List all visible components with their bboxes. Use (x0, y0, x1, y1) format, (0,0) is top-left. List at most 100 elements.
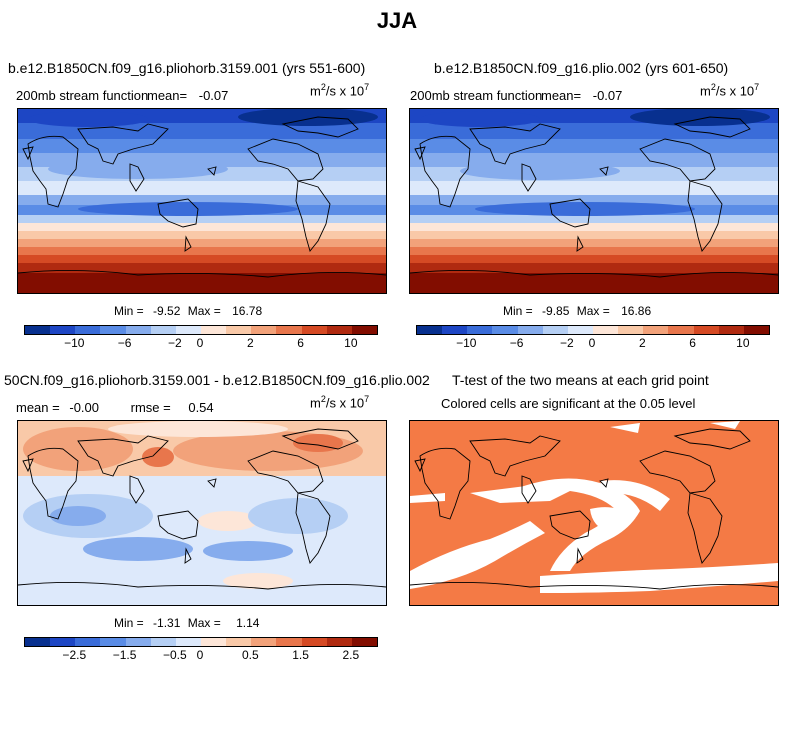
panel3-colorbar (24, 637, 378, 647)
panel3-stats: mean = -0.00 rmse = 0.54 (16, 400, 214, 415)
figure-title: JJA (376, 8, 418, 33)
panel2-mean: mean= -0.07 (541, 88, 622, 103)
panel2-band-k (410, 231, 778, 239)
panel3-colorbar-swatch (200, 638, 227, 646)
panel2-max-label: Max = (576, 304, 610, 318)
panel2-band-n (410, 255, 778, 263)
panel3-colorbar-tick-label: 1.5 (292, 648, 309, 662)
panel1-units-sup2: 7 (364, 82, 370, 92)
panel1-band-c (18, 139, 386, 153)
panel3-colorbar-swatch (226, 638, 252, 646)
panel1-colorbar-swatch (125, 326, 151, 334)
panel3-colorbar-swatch (276, 638, 302, 646)
panel2-blob-4 (475, 202, 695, 216)
panel2-units-sup1: 2 (710, 82, 716, 92)
panel2-colorbar-swatch (743, 326, 769, 334)
panel1-colorbar-swatch (301, 326, 327, 334)
panel3-coastlines (18, 428, 386, 590)
panel3-colorbar-swatch (251, 638, 277, 646)
panel2-colorbar-swatch (718, 326, 744, 334)
panel1-min-value: -9.52 (153, 304, 181, 318)
panel2-blob-3 (460, 162, 620, 180)
panel2-band-l (410, 239, 778, 247)
panel1-band-m (18, 247, 386, 255)
panel4-map (409, 420, 779, 606)
panel2-blob-2 (630, 109, 770, 126)
panel3-map-svg (18, 421, 386, 605)
panel1-band-f (18, 181, 386, 195)
panel2-colorbar-tick-label: 2 (638, 336, 646, 350)
panel1-band-l (18, 239, 386, 247)
panel2-colorbar (416, 325, 770, 335)
panel2-colorbar-swatch (668, 326, 694, 334)
panel1-band-p (18, 273, 386, 293)
panel1-band-i (18, 215, 386, 223)
panel2-mean-value: -0.07 (592, 88, 623, 103)
panel3-cool-4 (83, 537, 193, 561)
panel1-colorbar-swatch (251, 326, 277, 334)
panel1-colorbar-tick-label: −10 (64, 336, 85, 350)
panel3-cool-2 (50, 506, 106, 526)
panel1-band-g (18, 195, 386, 205)
panel1-colorbar-tick-label: 10 (344, 336, 358, 350)
panel3-warm-1 (23, 427, 133, 471)
panel2-colorbar-swatch (693, 326, 719, 334)
panel1-blob-1 (28, 111, 148, 127)
panel2-band-f (410, 181, 778, 195)
panel1-units-mid: /s x 10 (325, 83, 365, 99)
panel1-colorbar-swatch (351, 326, 377, 334)
panel1-colorbar-swatch (150, 326, 176, 334)
panel3-max-label: Max = (187, 616, 221, 630)
panel1-blob-3 (48, 159, 228, 179)
panel3-units: m2/s x 107 (310, 394, 369, 410)
panel3-title: 50CN.f09_g16.pliohorb.3159.001 - b.e12.B… (4, 372, 430, 388)
panel3-mean-value: -0.00 (69, 400, 99, 415)
panel3-colorbar-swatch (100, 638, 126, 646)
panel1-max-label: Max = (187, 304, 221, 318)
panel2-colorbar-swatch (442, 326, 468, 334)
panel3-max-value: 1.14 (236, 616, 260, 630)
panel1-colorbar-swatch (75, 326, 101, 334)
panel2-units: m2/s x 107 (700, 82, 759, 98)
panel3-colorbar-swatch (125, 638, 151, 646)
panel1-var: 200mb stream function (16, 88, 149, 103)
panel1-colorbar-swatch (326, 326, 352, 334)
panel1-mean: mean= -0.07 (147, 88, 228, 103)
panel1-colorbar-swatch (50, 326, 76, 334)
panel3-minmax: Min = -1.31 Max = 1.14 (114, 616, 259, 630)
panel2-band-j (410, 223, 778, 231)
panel2-title: b.e12.B1850CN.f09_g16.plio.002 (yrs 601-… (434, 60, 729, 76)
panel1-map-svg (18, 109, 386, 293)
panel3-mean-label: mean = (16, 400, 60, 415)
panel1-colorbar-tick-label: 6 (297, 336, 304, 350)
panel2-blob-1 (420, 111, 540, 127)
panel2-colorbar-tick-label: 10 (736, 336, 750, 350)
panel1-colorbar-tick-label: 2 (246, 336, 254, 350)
panel1-colorbar-tick-label: −2 (168, 336, 182, 350)
panel3-map (17, 420, 387, 606)
panel1-mean-label: mean= (147, 88, 188, 103)
panel2-band-i (410, 215, 778, 223)
panel3-cool-3 (248, 498, 348, 534)
panel2-max-value: 16.86 (621, 304, 652, 318)
panel2-band-m (410, 247, 778, 255)
panel1-blob-4 (78, 202, 298, 216)
panel2-min-label: Min = (503, 304, 533, 318)
panel3-colorbar-swatch (150, 638, 176, 646)
panel3-colorbar-tick-label: 2.5 (342, 648, 360, 662)
panel3-colorbar-swatch (351, 638, 377, 646)
panel1-colorbar-swatch (25, 326, 51, 334)
panel2-colorbar-swatch (517, 326, 543, 334)
panel1-colorbar-swatch (276, 326, 302, 334)
panel3-colorbar-labels: −2.5 −1.5 −0.5 0 0.5 1.5 2.5 (24, 648, 376, 664)
panel2-colorbar-tick-label: −2 (560, 336, 574, 350)
panel2-band-c (410, 139, 778, 153)
panel2-band-o (410, 263, 778, 273)
panel2-colorbar-tick-label: −6 (509, 336, 524, 350)
panel2-map-svg (410, 109, 778, 293)
panel2-units-sup2: 7 (754, 82, 760, 92)
panel3-colorbar-tick-label: −0.5 (162, 648, 187, 662)
panel2-colorbar-tick-label: 0 (588, 336, 596, 350)
panel1-map (17, 108, 387, 294)
panel1-colorbar-tick-label: 0 (196, 336, 204, 350)
